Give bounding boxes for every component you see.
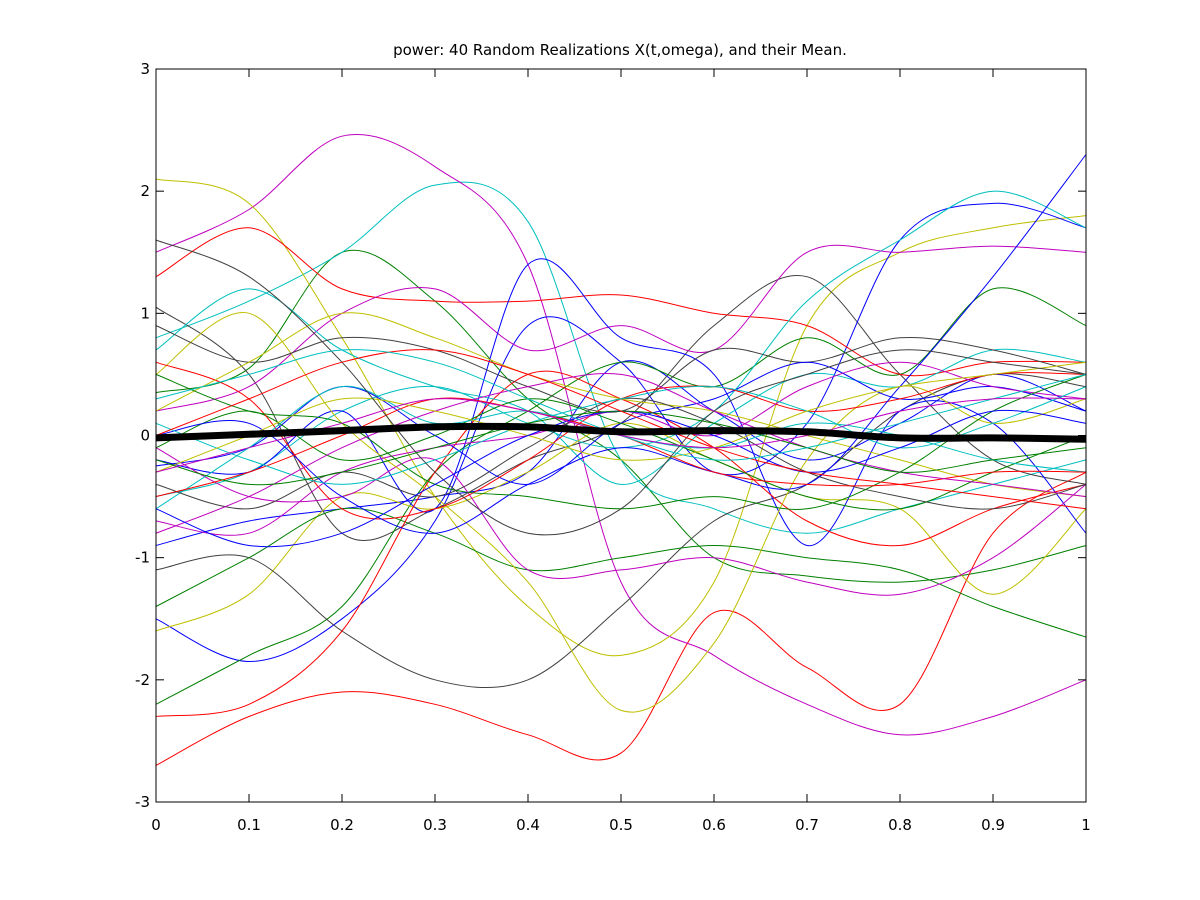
series-line-6 [155, 178, 1087, 657]
x-tick-label: 0.4 [516, 816, 540, 834]
series-group [155, 134, 1087, 766]
series-line-35 [155, 239, 1087, 536]
x-tick-label: 0.6 [702, 816, 726, 834]
series-line-39 [155, 349, 1087, 461]
series-line-3 [155, 471, 1087, 766]
y-tick-label: 1 [140, 304, 150, 322]
series-line-18 [155, 288, 1087, 485]
series-line-19 [155, 447, 1087, 596]
series-line-16 [155, 507, 1087, 638]
y-tick-label: 0 [140, 427, 150, 445]
series-line-10 [155, 227, 1087, 377]
series-line-29 [155, 154, 1087, 534]
series-line-12 [155, 244, 1087, 412]
y-tick-label: 3 [140, 60, 150, 78]
series-line-33 [155, 373, 1087, 534]
series-line-4 [155, 181, 1087, 534]
series-line-1 [155, 360, 1087, 546]
series-line-32 [155, 385, 1087, 485]
series-line-38 [155, 349, 1087, 510]
mean-line [155, 422, 1087, 443]
series-line-24 [155, 361, 1087, 520]
series-line-20 [155, 312, 1087, 713]
series-line-5 [155, 134, 1087, 736]
series-line-17 [155, 370, 1087, 717]
x-tick-label: 0.3 [423, 816, 447, 834]
mean-group [155, 422, 1087, 443]
series-line-15 [155, 258, 1087, 547]
y-tick-label: -1 [135, 549, 150, 567]
chart-title: power: 40 Random Realizations X(t,omega)… [393, 41, 847, 59]
series-line-9 [155, 287, 1087, 705]
series-line-14 [155, 373, 1087, 688]
y-tick-label: 2 [140, 182, 150, 200]
y-tick-label: -3 [135, 793, 150, 811]
series-line-2 [155, 249, 1087, 583]
y-tick-label: -2 [135, 671, 150, 689]
x-tick-label: 0.1 [237, 816, 261, 834]
series-line-23 [155, 398, 1087, 511]
x-tick-label: 0.2 [330, 816, 354, 834]
x-tick-label: 0.8 [888, 816, 912, 834]
x-tick-label: 0.7 [795, 816, 819, 834]
series-line-34 [155, 361, 1087, 473]
x-tick-label: 1 [1081, 816, 1091, 834]
series-line-11 [155, 190, 1087, 498]
series-line-28 [155, 397, 1087, 510]
series-line-27 [155, 312, 1087, 498]
x-tick-label: 0 [151, 816, 161, 834]
x-tick-label: 0.9 [981, 816, 1005, 834]
ticks-group: 0 0.1 0.2 0.3 0.4 0.5 0.6 0.7 0.8 0.9 1 -3 -2 -1 0 1 2 3 [135, 60, 1091, 834]
x-tick-label: 0.5 [609, 816, 633, 834]
